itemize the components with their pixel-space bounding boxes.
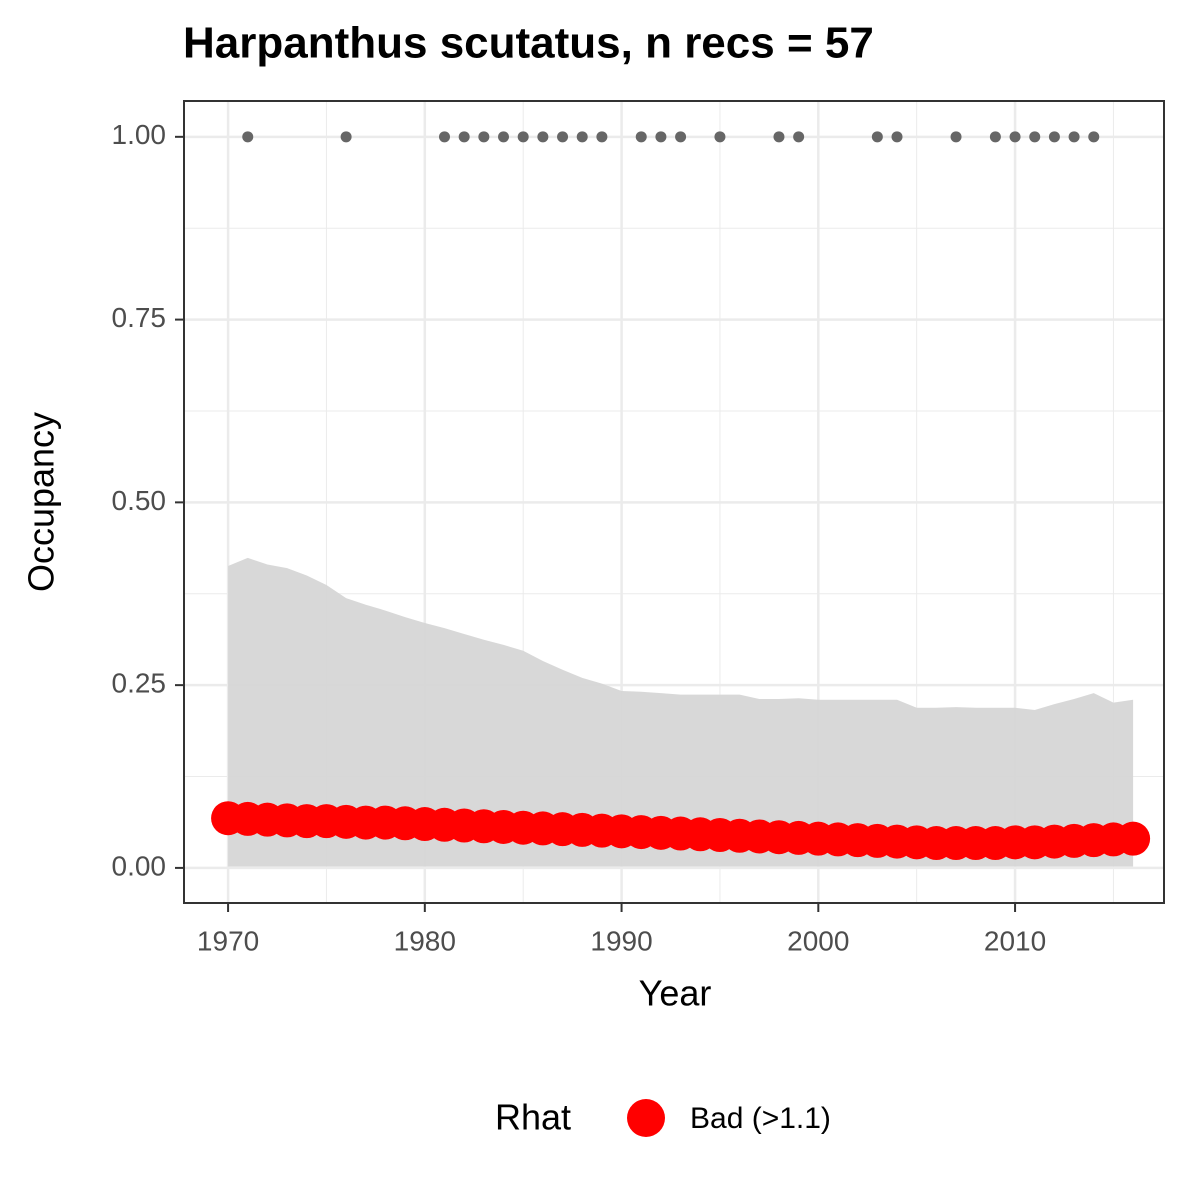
y-tick-label: 0.25 [112, 668, 167, 699]
record-point [537, 131, 549, 143]
credible-band [228, 557, 1134, 867]
x-tick-label: 2010 [984, 925, 1046, 956]
occupancy-point [1116, 821, 1151, 856]
x-tick-label: 1970 [197, 925, 259, 956]
record-point [458, 131, 470, 143]
record-point [242, 131, 254, 143]
record-point [635, 131, 647, 143]
record-point [714, 131, 726, 143]
record-point [1048, 131, 1060, 143]
record-point [1088, 131, 1100, 143]
record-point [1009, 131, 1021, 143]
chart-title: Harpanthus scutatus, n recs = 57 [183, 19, 874, 68]
legend-label: Bad (>1.1) [690, 1102, 831, 1135]
record-point [596, 131, 608, 143]
y-tick-label: 0.50 [112, 485, 167, 516]
record-point [498, 131, 510, 143]
record-point [891, 131, 903, 143]
record-point [557, 131, 569, 143]
record-point [950, 131, 962, 143]
record-point [517, 131, 529, 143]
y-axis-label: Occupancy [21, 412, 62, 592]
record-point [478, 131, 490, 143]
record-point [989, 131, 1001, 143]
record-point [773, 131, 785, 143]
x-tick-label: 2000 [787, 925, 849, 956]
record-point [1068, 131, 1080, 143]
x-tick-label: 1990 [590, 925, 652, 956]
x-axis-label: Year [639, 973, 712, 1014]
y-tick-label: 0.75 [112, 302, 167, 333]
record-point [340, 131, 352, 143]
record-point [1029, 131, 1041, 143]
record-point [793, 131, 805, 143]
y-tick-label: 1.00 [112, 119, 167, 150]
record-point [675, 131, 687, 143]
legend-title: Rhat [495, 1097, 571, 1138]
x-tick-label: 1980 [394, 925, 456, 956]
legend-marker [627, 1099, 665, 1137]
record-point [576, 131, 588, 143]
y-tick-label: 0.00 [112, 850, 167, 881]
record-point [871, 131, 883, 143]
record-point [655, 131, 667, 143]
record-point [438, 131, 450, 143]
